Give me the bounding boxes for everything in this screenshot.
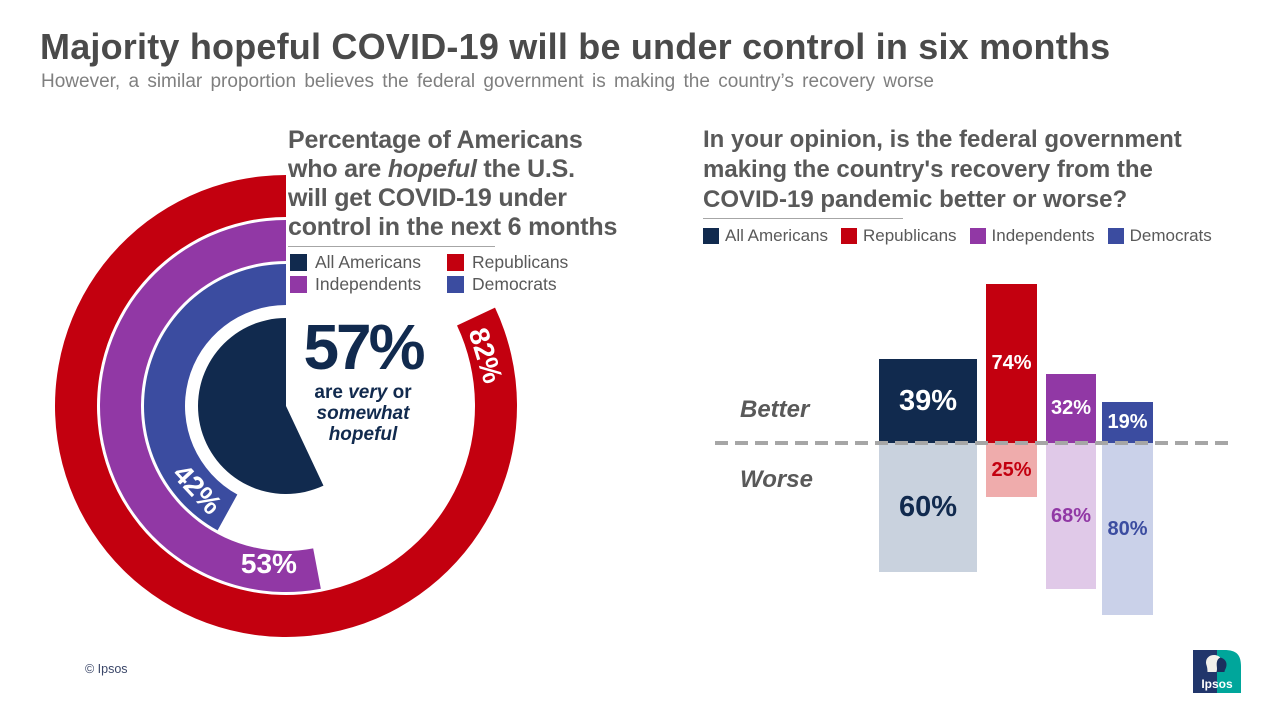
legend-label: Democrats xyxy=(472,274,557,294)
ipsos-logo: Ipsos xyxy=(1193,650,1241,693)
legend-label: Republicans xyxy=(862,226,957,245)
legend-swatch-democrats xyxy=(1107,228,1124,244)
legend-item-republicans: Republicans xyxy=(447,252,568,273)
gauge-ring-independents xyxy=(99,220,321,592)
legend-label: All Americans xyxy=(725,226,828,245)
bar-better-all-americans: 39% xyxy=(879,359,977,443)
bar-better-republicans: 74% xyxy=(986,284,1037,443)
legend-swatch-all-americans xyxy=(290,254,307,271)
better-axis-label: Better xyxy=(740,396,810,423)
title-line: COVID-19 pandemic better or worse? xyxy=(703,186,1128,213)
title-line: will get COVID-19 under xyxy=(288,184,567,212)
gauge-ring-democrats xyxy=(144,264,286,531)
legend-swatch-republicans xyxy=(447,254,464,271)
page-subtitle: However, a similar proportion believes t… xyxy=(41,71,934,92)
legend-item-democrats: Democrats xyxy=(1107,226,1212,246)
title-line: making the country's recovery from the xyxy=(703,156,1153,183)
bar-chart-legend: All Americans Republicans Independents Demo… xyxy=(703,226,1212,246)
gauge-title-underline xyxy=(288,246,495,247)
legend-item-all-americans: All Americans xyxy=(703,226,828,246)
bar-title-underline xyxy=(703,218,903,219)
legend-swatch-democrats xyxy=(447,276,464,293)
legend-label: Republicans xyxy=(472,252,569,272)
bar-better-democrats: 19% xyxy=(1102,402,1153,443)
gauge-legend: All Americans Republicans Independents Demo… xyxy=(290,252,568,295)
baseline-dashed-divider xyxy=(715,441,1228,445)
legend-label: Independents xyxy=(315,274,422,294)
legend-item-all-americans: All Americans xyxy=(290,252,447,273)
gauge-rings-svg: 82%53%42% xyxy=(55,175,518,637)
legend-item-independents: Independents xyxy=(969,226,1095,246)
worse-axis-label: Worse xyxy=(740,466,813,493)
gauge-center-note: are very or somewhat hopeful xyxy=(286,382,440,445)
title-line: are very or xyxy=(314,382,412,403)
legend-swatch-all-americans xyxy=(703,228,719,244)
ipsos-logo-text: Ipsos xyxy=(1201,677,1233,691)
title-line: control in the next 6 months xyxy=(288,213,618,241)
gauge-center: 57% are very or somewhat hopeful xyxy=(286,314,440,445)
bar-worse-all-americans: 60% xyxy=(879,443,977,572)
bar-plot-area: Better Worse 39% 60% 74% 25% 32% 68% 19% 80% xyxy=(715,270,1230,630)
legend-label: Independents xyxy=(991,226,1095,245)
title-line: Percentage of Americans xyxy=(288,126,583,154)
legend-item-independents: Independents xyxy=(290,274,447,295)
legend-label: Democrats xyxy=(1129,226,1212,245)
gauge-center-sector-all-americans xyxy=(198,318,324,494)
title-line: somewhat xyxy=(316,403,410,424)
bar-worse-democrats: 80% xyxy=(1102,443,1153,615)
bar-better-independents: 32% xyxy=(1046,374,1096,443)
page-title: Majority hopeful COVID-19 will be under … xyxy=(40,26,1111,67)
gauge-chart-title: Percentage of Americans who are hopeful t… xyxy=(288,126,617,242)
legend-swatch-independents xyxy=(969,228,986,244)
title-line: who are hopeful the U.S. xyxy=(288,155,575,183)
bar-worse-independents: 68% xyxy=(1046,443,1096,589)
legend-label: All Americans xyxy=(315,252,422,272)
bar-worse-republicans: 25% xyxy=(986,443,1037,497)
legend-swatch-republicans xyxy=(840,228,857,244)
legend-item-republicans: Republicans xyxy=(840,226,957,246)
bar-chart-title: In your opinion, is the federal governme… xyxy=(703,125,1182,215)
legend-item-democrats: Democrats xyxy=(447,274,568,295)
title-line: In your opinion, is the federal governme… xyxy=(703,126,1182,153)
copyright-text: © Ipsos xyxy=(85,662,128,676)
gauge-center-value: 57% xyxy=(303,311,425,383)
logo-face-dark-icon xyxy=(1216,657,1227,672)
legend-swatch-independents xyxy=(290,276,307,293)
gauge-ring-value-independents: 53% xyxy=(241,548,297,579)
title-line: hopeful xyxy=(328,424,398,445)
